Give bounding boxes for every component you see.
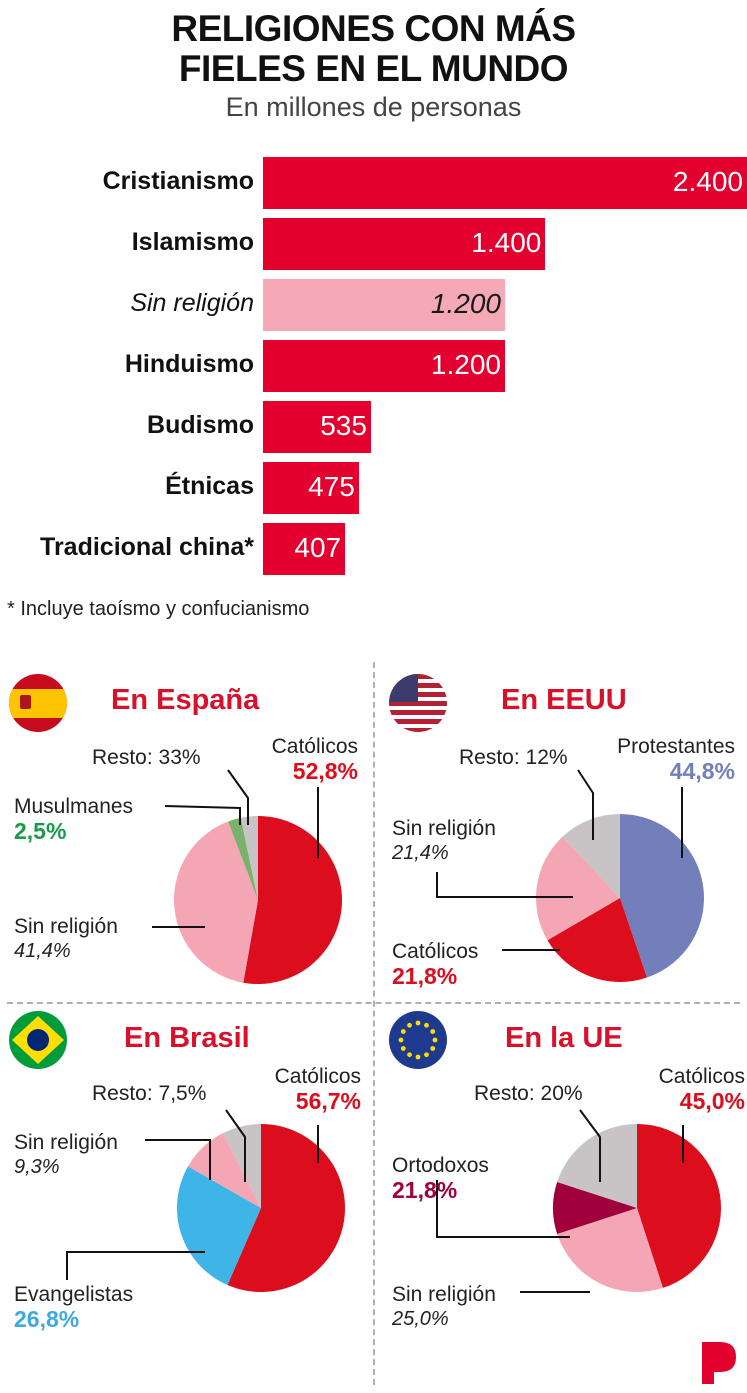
pie-slice xyxy=(222,1124,261,1208)
pie-eu xyxy=(553,1124,721,1293)
eu-label-catolicos: Católicos 45,0% xyxy=(658,1065,745,1114)
bar-value-label: 1.200 xyxy=(430,349,501,380)
panel-title-usa: En EEUU xyxy=(501,684,627,716)
bar xyxy=(263,218,546,270)
bar xyxy=(263,340,505,392)
panel-title-brazil: En Brasil xyxy=(124,1022,250,1054)
eu-flag-icon xyxy=(389,1011,447,1069)
bar-category-label: Hinduismo xyxy=(124,350,254,378)
brazil-label-evangelistas: Evangelistas 26,8% xyxy=(14,1283,134,1332)
usa-label-catolicos: Católicos 21,8% xyxy=(392,940,479,989)
spain-label-catolicos: Católicos 52,8% xyxy=(271,735,358,784)
brazil-label-sin-religion: Sin religión 9,3% xyxy=(14,1131,118,1178)
brazil-flag-icon xyxy=(9,1011,67,1069)
pie-slice xyxy=(547,898,647,983)
panel-title-spain: En España xyxy=(111,684,260,716)
eu-star-icon xyxy=(407,1052,412,1058)
pie-slice xyxy=(557,1208,663,1293)
spain-label-musulmanes: Musulmanes 2,5% xyxy=(14,795,134,844)
bar-value-label: 475 xyxy=(308,471,355,502)
bar-value-label: 2.400 xyxy=(672,166,743,197)
eu-value-sin-religion: 25,0% xyxy=(392,1308,449,1330)
page-title: RELIGIONES CON MÁS xyxy=(171,8,576,49)
spain-label-resto: Resto: 33% xyxy=(92,746,201,769)
bar-category-label: Sin religión xyxy=(130,289,254,317)
usa-label-resto: Resto: 12% xyxy=(459,746,568,769)
footnote: * Incluye taoísmo y confucianismo xyxy=(7,598,310,620)
pie-slice xyxy=(188,1133,261,1208)
eu-star-icon xyxy=(400,1029,406,1034)
eu-star-icon xyxy=(398,1037,404,1043)
pie-slice xyxy=(228,817,258,900)
usa-value-catolicos: 21,8% xyxy=(392,963,458,989)
bar-value-label: 407 xyxy=(294,532,342,563)
bar-value-label: 1.400 xyxy=(471,227,542,258)
pie-slice xyxy=(173,821,258,983)
brazil-value-catolicos: 56,7% xyxy=(295,1088,361,1114)
spain-flag-icon xyxy=(9,674,67,732)
pie-brazil xyxy=(177,1124,346,1293)
bar-category-label: Budismo xyxy=(147,411,254,439)
eu-value-ortodoxos: 21,8% xyxy=(392,1177,458,1203)
page-subtitle: En millones de personas xyxy=(225,92,522,122)
eu-star-icon xyxy=(407,1022,412,1028)
pie-slice xyxy=(227,1124,346,1293)
bar-value-label: 1.200 xyxy=(430,288,501,319)
eu-label-ortodoxos: Ortodoxos 21,8% xyxy=(392,1154,489,1203)
usa-label-protestantes: Protestantes 44,8% xyxy=(617,735,735,784)
brazil-label-catolicos: Católicos 56,7% xyxy=(274,1065,361,1114)
brazil-value-evangelistas: 26,8% xyxy=(14,1306,80,1332)
spain-label-sin-religion: Sin religión 41,4% xyxy=(14,915,118,962)
bar xyxy=(263,157,747,209)
eu-star-icon xyxy=(415,1020,421,1026)
brazil-value-sin-religion: 9,3% xyxy=(14,1156,60,1178)
eu-label-resto: Resto: 20% xyxy=(474,1082,583,1105)
pie-slice xyxy=(557,1124,637,1208)
usa-value-sin-religion: 21,4% xyxy=(392,842,449,864)
bar xyxy=(263,462,359,514)
eu-star-icon xyxy=(432,1037,438,1043)
bar-category-label: Cristianismo xyxy=(102,167,254,195)
spain-value-musulmanes: 2,5% xyxy=(14,818,67,844)
panel-divider-horizontal xyxy=(7,1002,740,1004)
bar xyxy=(263,279,505,331)
bar-category-label: Islamismo xyxy=(131,228,254,256)
panel-title-eu: En la UE xyxy=(505,1022,623,1054)
usa-value-protestantes: 44,8% xyxy=(669,758,735,784)
spain-value-catolicos: 52,8% xyxy=(292,758,358,784)
bar-category-label: Étnicas xyxy=(165,472,254,500)
page-title-line2: FIELES EN EL MUNDO xyxy=(178,48,569,89)
pie-slice xyxy=(562,814,620,898)
eu-star-icon xyxy=(400,1046,406,1051)
eu-star-icon xyxy=(424,1022,429,1028)
usa-label-sin-religion: Sin religión 21,4% xyxy=(392,817,496,864)
pie-slice xyxy=(620,814,705,978)
eu-star-icon xyxy=(430,1029,436,1034)
pie-slice xyxy=(536,836,620,941)
eu-label-sin-religion: Sin religión 25,0% xyxy=(392,1283,496,1330)
bar-value-label: 535 xyxy=(320,410,367,441)
bar xyxy=(263,523,346,575)
spain-value-sin-religion: 41,4% xyxy=(14,940,71,962)
eu-star-icon xyxy=(415,1054,421,1060)
eu-star-icon xyxy=(424,1052,429,1058)
pie-slice xyxy=(240,816,258,900)
pie-usa xyxy=(536,814,705,983)
bar-category-label: Tradicional china* xyxy=(40,533,254,561)
pie-slice xyxy=(553,1182,637,1234)
eu-value-catolicos: 45,0% xyxy=(679,1088,745,1114)
brazil-label-resto: Resto: 7,5% xyxy=(92,1082,207,1105)
leader-lines xyxy=(66,769,684,1293)
eu-star-icon xyxy=(430,1046,436,1051)
pie-slice xyxy=(177,1166,261,1286)
pie-slice xyxy=(637,1124,721,1288)
bar xyxy=(263,401,371,453)
panel-divider-vertical xyxy=(373,662,375,1385)
